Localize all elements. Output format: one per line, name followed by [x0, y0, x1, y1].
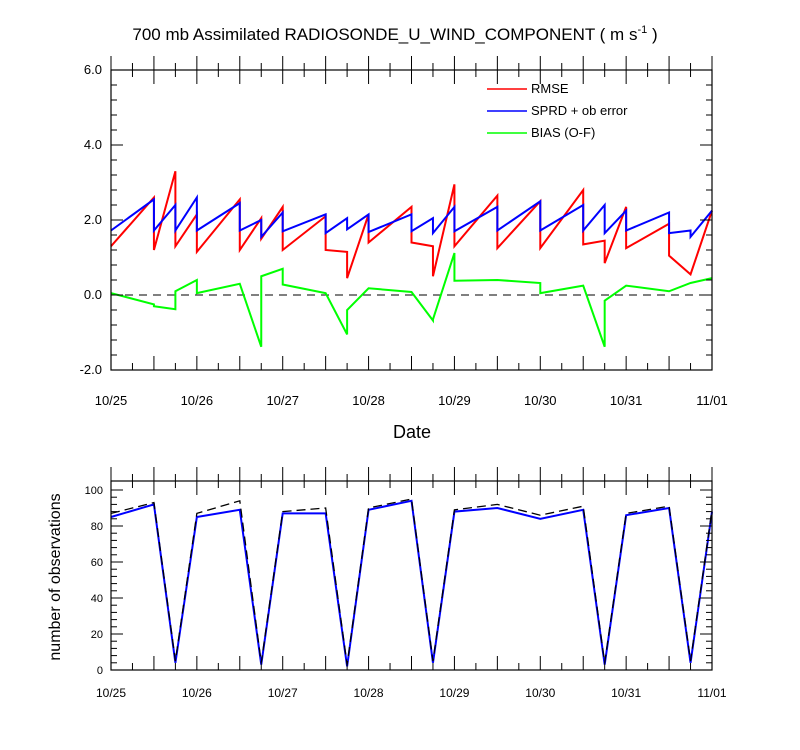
bottom-x-tick-label: 10/29 [439, 686, 469, 700]
bottom-panel: 10/25 10/26 10/27 10/28 10/29 10/30 10/31 11/01… [47, 467, 727, 700]
bottom-x-tick-label: 10/30 [525, 686, 555, 700]
top-x-tick-label: 10/30 [524, 393, 557, 408]
bottom-y-tick-label: 100 [85, 485, 103, 497]
bottom-y-tick-label: 60 [91, 557, 103, 569]
top-y-tick-label: 4.0 [84, 137, 102, 152]
bottom-y-tick-label: 40 [91, 593, 103, 605]
top-series-group [110, 170, 713, 348]
top-x-tick-label: 11/01 [696, 393, 728, 408]
top-series-line-sprd-ob-error [110, 194, 713, 240]
bottom-y-axis-label: number of observations [47, 493, 64, 660]
bottom-ticks: 10/25 10/26 10/27 10/28 10/29 10/30 10/31 11/01… [85, 467, 727, 700]
top-series-line-bias-o-f [110, 252, 713, 348]
top-y-tick-label: -2.0 [80, 362, 102, 377]
chart-title: 700 mb Assimilated RADIOSONDE_U_WIND_COM… [132, 24, 657, 44]
top-y-tick-label: 0.0 [84, 287, 102, 302]
top-x-tick-label: 10/31 [610, 393, 643, 408]
top-panel: 10/25 10/26 10/27 10/28 10/29 10/30 10/31 11/01… [80, 56, 728, 442]
bottom-y-tick-label: 80 [91, 521, 103, 533]
top-x-tick-label: 10/28 [352, 393, 385, 408]
bottom-y-tick-label: 0 [97, 665, 103, 677]
bottom-x-tick-label: 11/01 [697, 686, 726, 700]
chart-title-main: 700 mb Assimilated RADIOSONDE_U_WIND_COM… [132, 25, 637, 44]
top-x-axis-label: Date [393, 422, 431, 442]
chart-title-superscript: -1 [637, 24, 647, 36]
bottom-x-tick-label: 10/25 [96, 686, 126, 700]
legend-label-rmse: RMSE [531, 81, 569, 96]
bottom-x-tick-label: 10/26 [182, 686, 212, 700]
top-series-line-rmse [110, 170, 713, 279]
chart-title-close: ) [647, 25, 657, 44]
bottom-y-tick-label: 20 [91, 629, 103, 641]
top-x-tick-label: 10/29 [438, 393, 471, 408]
bottom-series-line-assimilated-observations [110, 499, 713, 667]
bottom-x-tick-label: 10/31 [611, 686, 641, 700]
legend-label-bias: BIAS (O-F) [531, 125, 595, 140]
top-x-tick-label: 10/25 [95, 393, 128, 408]
top-y-tick-label: 2.0 [84, 212, 102, 227]
bottom-x-tick-label: 10/28 [354, 686, 384, 700]
bottom-x-tick-label: 10/27 [268, 686, 298, 700]
top-ticks: 10/25 10/26 10/27 10/28 10/29 10/30 10/31 11/01… [80, 56, 728, 408]
top-x-tick-label: 10/27 [266, 393, 299, 408]
top-y-tick-label: 6.0 [84, 62, 102, 77]
bottom-series-line-possible-observations [110, 498, 713, 665]
bottom-series-group [110, 498, 713, 667]
legend: RMSE SPRD + ob error BIAS (O-F) [487, 81, 628, 140]
legend-label-sprd: SPRD + ob error [531, 103, 628, 118]
top-x-tick-label: 10/26 [181, 393, 214, 408]
bottom-plot-frame [110, 480, 713, 671]
